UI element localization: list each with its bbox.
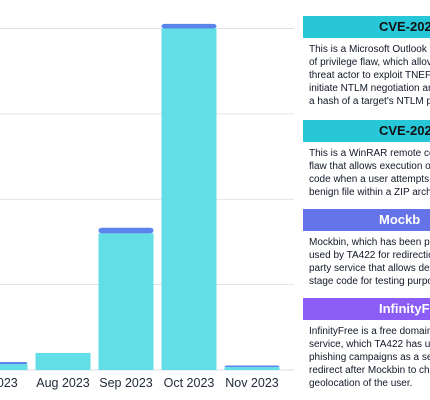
infinityfree-title: InfinityFre (303, 298, 430, 320)
bar-segment-cyan (224, 367, 280, 370)
mockbin-line: stage code for testing purpo (309, 276, 430, 287)
bar-chart: r 2023 Aug 2023 Sep 2023 Oct 2023 Nov 2023 (0, 23, 294, 390)
bar-segment-cyan (0, 364, 28, 370)
infinityfree-body: InfinityFree is a free domain service, w… (303, 325, 430, 390)
x-tick-label: Sep 2023 (99, 376, 153, 390)
cve-outlook-line: threat actor to exploit TNEF (309, 70, 430, 81)
infinityfree-line: phishing campaigns as a se (309, 352, 430, 363)
cve-outlook-line: a hash of a target's NTLM p (309, 96, 430, 107)
cve-winrar-card: CVE-2023 This is a WinRAR remote co flaw… (303, 120, 430, 199)
bars (0, 23, 280, 370)
mockbin-line: Mockbin, which has been pro (309, 237, 430, 248)
cve-outlook-card: CVE-2023 This is a Microsoft Outlook of … (303, 16, 430, 108)
infinityfree-line: InfinityFree is a free domain (309, 326, 430, 337)
bar-segment-blue (161, 23, 217, 29)
x-tick-label: Oct 2023 (164, 376, 215, 390)
bar-segment-cyan (161, 28, 217, 370)
infinityfree-card: InfinityFre InfinityFree is a free domai… (303, 298, 430, 390)
x-tick-label: r 2023 (0, 376, 18, 390)
cve-winrar-line: benign file within a ZIP arch (309, 187, 430, 198)
infinityfree-line: geolocation of the user. (309, 378, 413, 389)
cve-winrar-line: flaw that allows execution o (309, 161, 430, 172)
x-tick-label: Aug 2023 (36, 376, 90, 390)
cve-outlook-title: CVE-2023 (303, 16, 430, 38)
cve-winrar-line: This is a WinRAR remote co (309, 148, 430, 159)
bar-segment-blue (0, 362, 28, 365)
cve-outlook-line: of privilege flaw, which allov (309, 57, 430, 68)
mockbin-line: used by TA422 for redirectio (309, 250, 430, 261)
x-tick-label: Nov 2023 (225, 376, 279, 390)
infinityfree-line: redirect after Mockbin to che (309, 365, 430, 376)
cve-winrar-body: This is a WinRAR remote co flaw that all… (303, 147, 430, 199)
cve-outlook-body: This is a Microsoft Outlook of privilege… (303, 43, 430, 108)
mockbin-line: party service that allows dev (309, 263, 430, 274)
mockbin-body: Mockbin, which has been pro used by TA42… (303, 236, 430, 288)
bar-chart-panel: r 2023 Aug 2023 Sep 2023 Oct 2023 Nov 2023 (0, 23, 294, 390)
infinityfree-line: service, which TA422 has us (309, 339, 430, 350)
bar-segment-blue (98, 227, 154, 234)
bar-segment-cyan (98, 233, 154, 370)
cve-outlook-line: This is a Microsoft Outlook (309, 44, 427, 55)
cve-winrar-title: CVE-2023 (303, 120, 430, 142)
bar-segment-blue (224, 365, 280, 368)
cve-winrar-line: code when a user attempts t (309, 174, 430, 185)
mockbin-title: Mockb (303, 209, 430, 231)
bar-segment-cyan (35, 352, 91, 370)
cve-outlook-line: initiate NTLM negotiation ar (309, 83, 430, 94)
mockbin-card: Mockb Mockbin, which has been pro used b… (303, 209, 430, 288)
x-axis-labels: r 2023 Aug 2023 Sep 2023 Oct 2023 Nov 2023 (0, 376, 279, 390)
